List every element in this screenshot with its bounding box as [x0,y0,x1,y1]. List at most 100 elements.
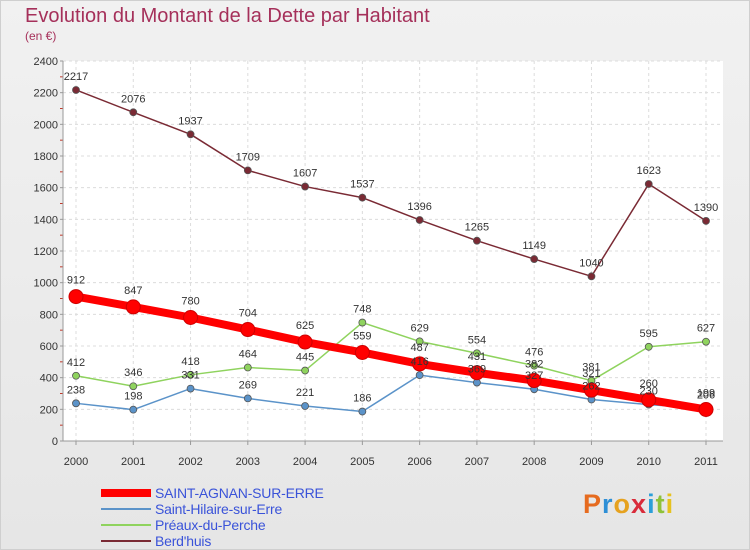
data-point [469,365,485,381]
data-label: 238 [67,384,85,396]
y-tick-label: 1800 [34,151,58,163]
data-point [240,322,256,338]
y-tick-label: 0 [52,436,58,448]
data-label: 1709 [236,151,260,163]
data-point [530,255,539,263]
data-label: 327 [525,370,543,382]
y-tick-label: 1400 [34,214,58,226]
data-label: 416 [410,356,428,368]
data-label: 1396 [407,201,431,213]
legend-swatch [101,540,151,542]
x-tick-label: 2007 [465,456,489,468]
data-label: 418 [181,356,199,368]
data-point [530,361,539,370]
y-tick-label: 2400 [34,56,58,68]
series-line [75,374,707,413]
series-line [75,321,707,387]
data-label: 559 [353,330,371,342]
data-point [297,334,313,350]
data-label: 445 [296,352,314,364]
y-tick-label: 800 [40,309,58,321]
series-lines [68,86,714,417]
data-label: 346 [124,367,142,379]
data-label: 2076 [121,93,145,105]
data-label: 1607 [293,168,317,180]
x-tick-label: 2001 [121,456,145,468]
data-label: 627 [697,323,715,335]
axes: 0 200 400 600 800 1000 1200 1400 1600 1800 2000 220… [34,56,723,468]
legend-swatch [101,508,151,510]
data-point [129,405,138,414]
data-point [473,349,481,358]
x-tick-label: 2008 [522,456,546,468]
legend-label: Saint-Hilaire-sur-Erre [155,501,283,517]
data-point [186,370,195,379]
data-label: 186 [353,393,371,405]
x-tick-label: 2009 [579,456,603,468]
data-point [698,401,714,417]
legend-label: SAINT-AGNAN-SUR-ERRE [155,485,324,501]
data-point [186,130,195,139]
data-label: 625 [296,320,314,332]
data-point [583,382,599,398]
data-point [473,236,481,245]
proxiti-logo: Proxiti [583,489,674,520]
data-point [72,371,80,380]
data-point [415,216,424,224]
data-point [129,108,138,117]
data-label: 476 [525,347,543,359]
data-label: 1623 [636,165,660,177]
data-label: 198 [124,391,142,403]
legend-label: Berd'huis [155,533,212,549]
y-tick-label: 2000 [34,119,58,131]
data-point [125,299,141,315]
data-label: 780 [181,296,199,308]
data-point [526,373,542,389]
series-line [72,292,710,414]
series-line [75,89,707,278]
x-tick-label: 2005 [350,456,374,468]
data-label: 382 [525,359,543,371]
data-label: 221 [296,387,314,399]
data-label: 2217 [64,71,88,83]
data-label: 629 [410,322,428,334]
data-point [702,337,710,346]
data-label: 704 [239,308,257,320]
x-tick-label: 2010 [636,456,660,468]
data-label: 381 [582,362,600,374]
legend-swatch [101,489,151,497]
data-label: 369 [468,364,486,376]
x-tick-label: 2004 [293,456,317,468]
data-label: 1390 [694,202,718,214]
x-tick-label: 2003 [236,456,260,468]
data-label: 230 [640,386,658,398]
x-tick-label: 2011 [694,456,718,468]
data-labels: 912 847 780 704 625 559 487 431 382 321 260 199 238 1… [64,71,718,405]
data-point [186,384,195,393]
x-tick-label: 2002 [178,456,202,468]
data-label: 199 [697,387,715,399]
data-label: 554 [468,334,486,346]
data-point [301,366,309,375]
data-point [243,166,252,175]
data-label: 1040 [579,257,603,269]
data-point [415,337,424,346]
logo-letter: i [647,489,656,519]
data-label: 260 [640,378,658,390]
data-point [412,356,428,372]
data-point [354,344,370,360]
y-tick-label: 1000 [34,278,58,290]
data-point [301,182,309,191]
data-label: 464 [239,349,257,361]
data-point [702,217,710,225]
data-label: 262 [582,381,600,393]
chart-title: Evolution du Montant de la Dette par Hab… [25,5,430,27]
data-point [641,392,657,408]
chart-subtitle: (en €) [25,29,57,43]
data-label: 412 [67,357,85,369]
x-tick-label: 2000 [64,456,88,468]
y-tick-label: 400 [40,373,58,385]
data-label: 1937 [178,115,202,127]
